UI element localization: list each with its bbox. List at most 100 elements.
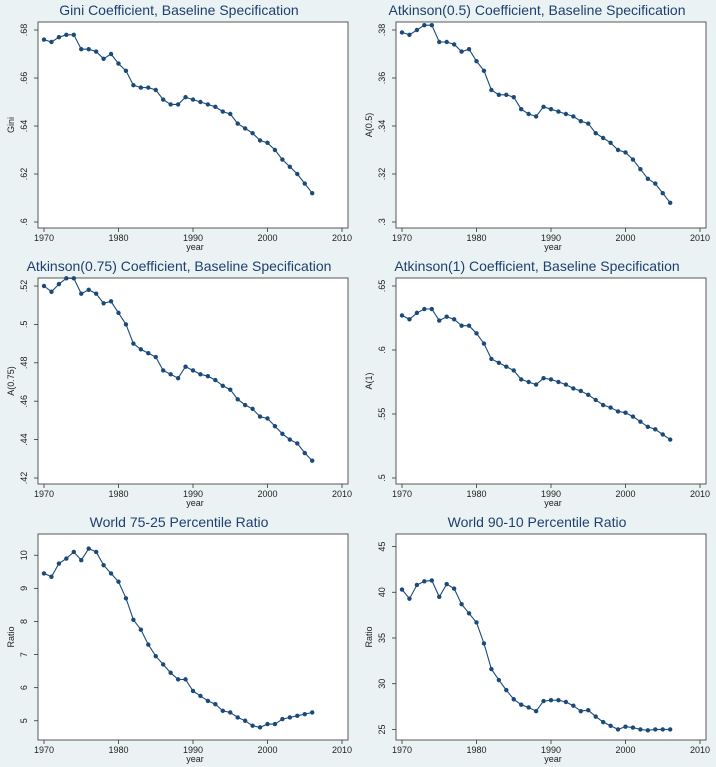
y-axis-label: A(0.5)	[364, 113, 374, 138]
y-tick-label: 25	[377, 724, 387, 734]
data-point	[228, 387, 233, 392]
data-point	[578, 708, 583, 714]
y-tick-label: .64	[19, 120, 29, 133]
data-point	[660, 727, 665, 732]
y-tick-label: .6	[19, 218, 29, 226]
data-point	[414, 310, 420, 316]
data-point	[578, 119, 583, 124]
data-point	[257, 414, 263, 419]
data-point	[407, 32, 412, 37]
y-tick-label: .32	[377, 168, 387, 181]
data-point	[541, 698, 546, 704]
data-point	[563, 382, 569, 387]
data-point	[645, 424, 651, 429]
data-point	[481, 641, 487, 646]
data-point	[235, 397, 240, 402]
data-point	[511, 95, 516, 100]
x-tick-label: 1980	[108, 233, 128, 243]
data-point	[429, 578, 434, 583]
data-point	[79, 558, 84, 563]
x-tick-label: 1990	[541, 489, 561, 499]
data-point	[123, 68, 129, 74]
data-point	[548, 697, 554, 703]
data-point	[481, 341, 487, 346]
data-point	[608, 723, 613, 728]
data-point	[451, 317, 457, 322]
chart-panel-4: Atkinson(1) Coefficient, Baseline Specif…	[358, 256, 716, 511]
data-point	[444, 314, 449, 319]
data-point	[235, 121, 240, 126]
data-point	[250, 131, 255, 136]
data-point	[49, 289, 54, 294]
data-point	[168, 102, 173, 107]
data-point	[407, 596, 412, 601]
data-point	[161, 97, 166, 102]
y-axis-label: A(0.75)	[6, 366, 16, 396]
y-tick-label: .68	[19, 24, 29, 37]
data-point	[287, 437, 293, 442]
data-point	[548, 107, 554, 112]
data-point	[205, 698, 211, 704]
data-point	[310, 710, 315, 715]
data-point	[56, 35, 62, 40]
x-axis-label: year	[544, 754, 562, 764]
data-point	[213, 702, 218, 707]
x-tick-label: 1990	[541, 233, 561, 243]
data-point	[220, 708, 225, 714]
data-point	[302, 181, 307, 186]
y-tick-label: 40	[377, 587, 387, 597]
data-point	[101, 301, 106, 306]
data-point	[64, 32, 69, 37]
chart-title: World 75-25 Percentile Ratio	[90, 514, 269, 530]
data-point	[280, 157, 285, 162]
data-point	[205, 374, 211, 379]
data-point	[600, 135, 606, 141]
data-point	[198, 693, 203, 699]
data-point	[175, 677, 181, 682]
data-point	[548, 377, 554, 382]
data-point	[533, 708, 539, 714]
data-point	[41, 283, 47, 289]
data-point	[116, 579, 121, 584]
data-point	[496, 360, 502, 365]
plot-area	[37, 533, 349, 741]
x-tick-label: 2010	[690, 489, 710, 499]
data-point	[489, 666, 494, 672]
x-tick-label: 1970	[34, 489, 54, 499]
data-point	[257, 725, 263, 730]
chart-svg: World 75-25 Percentile Ratio 5 6 7 8 9 10 1970 1…	[6, 514, 352, 764]
x-tick-label: 2000	[257, 233, 277, 243]
data-point	[496, 677, 502, 683]
x-tick-label: 2000	[615, 233, 635, 243]
data-point	[265, 140, 270, 145]
data-point	[422, 23, 427, 28]
chart-title: Atkinson(0.5) Coefficient, Baseline Spec…	[388, 2, 685, 18]
data-point	[511, 697, 516, 702]
x-tick-label: 2000	[257, 489, 277, 499]
data-point	[623, 150, 628, 155]
data-point	[131, 341, 136, 346]
data-point	[272, 147, 278, 153]
x-tick-label: 1980	[466, 489, 486, 499]
data-point	[146, 351, 151, 356]
y-tick-label: .65	[377, 280, 387, 293]
data-point	[660, 432, 665, 437]
y-tick-label: .66	[19, 72, 29, 85]
plot-area	[395, 533, 707, 741]
chart-panel-5: World 75-25 Percentile Ratio 5 6 7 8 9 10 1970 1…	[0, 512, 358, 767]
data-point	[49, 39, 54, 45]
data-point	[630, 157, 636, 162]
y-tick-label: .6	[377, 346, 387, 354]
data-point	[49, 574, 54, 579]
x-tick-label: 1980	[466, 745, 486, 755]
data-point	[101, 562, 106, 568]
data-point	[213, 377, 218, 383]
x-tick-label: 1980	[108, 745, 128, 755]
data-point	[198, 99, 203, 105]
x-tick-label: 1970	[392, 489, 412, 499]
data-point	[108, 571, 114, 576]
data-point	[504, 364, 509, 369]
data-point	[295, 441, 300, 446]
x-tick-label: 2010	[332, 745, 352, 755]
